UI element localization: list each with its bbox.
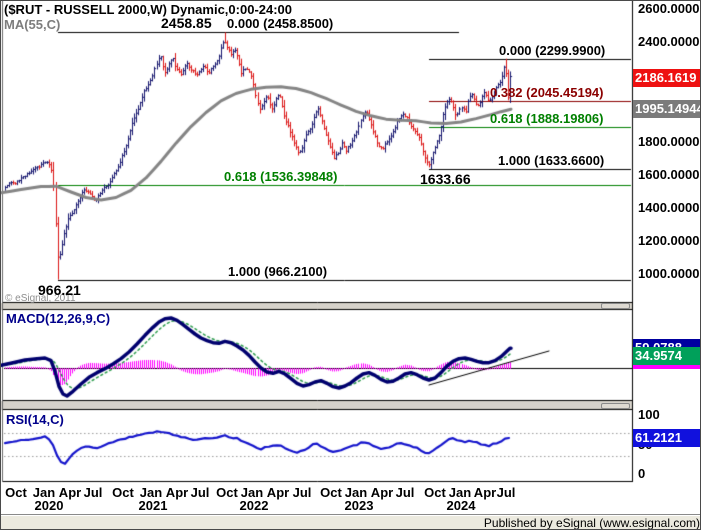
price-axis-tick: 1600.0000 (638, 166, 700, 182)
x-axis-quarter-label: Apr (165, 485, 189, 500)
x-axis-year-label: 2023 (344, 498, 374, 513)
x-axis-quarter-label: Jul (190, 485, 210, 500)
macd-study-label: MACD(12,26,9,C) (6, 311, 111, 326)
fib-level-label: 0.000 (2458.8500) (227, 16, 334, 32)
fib-anchor-price-label: 2458.85 (161, 15, 212, 32)
status-bar: Published by eSignal (www.esignal.com) (1, 514, 700, 530)
rsi-study-label: RSI(14,C) (6, 412, 64, 427)
price-axis-tick: 1200.0000 (638, 232, 700, 248)
x-axis-quarter-label: Jul (496, 485, 516, 500)
x-axis-quarter-label: Oct (112, 485, 134, 500)
price-axis-tick: 2400.0000 (638, 34, 700, 50)
x-axis-quarter-label: Jan (139, 485, 163, 500)
macd-avg-badge: 34.9574 (633, 347, 700, 366)
price-axis-tick: 2600.0000 (638, 1, 700, 16)
rsi-value-badge: 61.2121 (633, 428, 700, 447)
fib-anchor-price-label: 966.21 (38, 281, 81, 298)
fib-level-label: 0.618 (1536.39848) (224, 169, 338, 185)
price-axis-tick: 1400.0000 (638, 199, 700, 215)
fib-level-label: 1.000 (1633.6600) (498, 153, 605, 169)
fib-level-label: 1.000 (966.2100) (228, 263, 328, 279)
x-axis-quarter-label: Jan (448, 485, 472, 500)
x-axis-quarter-label: Jan (344, 485, 368, 500)
x-axis-quarter-label: Oct (5, 485, 27, 500)
esignal-watermark: © eSignal, 2011 (5, 293, 76, 304)
x-axis-quarter-label: Oct (216, 485, 238, 500)
x-axis-quarter-label: Jul (292, 485, 312, 500)
price-axis-tick: 1800.0000 (638, 133, 700, 149)
x-axis-quarter-label: Jul (395, 485, 415, 500)
rsi-axis-tick: 100 (638, 407, 660, 422)
x-axis-quarter-label: Apr (370, 485, 394, 500)
last-price-badge: 2186.1619 (633, 68, 700, 87)
x-axis-quarter-label: Jan (240, 485, 264, 500)
x-axis-quarter-label: Apr (473, 485, 497, 500)
x-axis-year-label: 2024 (446, 498, 476, 513)
x-axis-quarter-label: Apr (266, 485, 290, 500)
x-axis-year-label: 2022 (239, 498, 269, 513)
rsi-axis-tick: 0 (638, 466, 646, 481)
x-axis-year-label: 2020 (34, 498, 64, 513)
ma-value-badge: 1995.14944 (633, 100, 701, 119)
x-axis-year-label: 2021 (138, 498, 168, 513)
status-text: Published by eSignal (www.esignal.com) (483, 516, 700, 530)
fib-level-label: 0.000 (2299.9900) (499, 42, 606, 58)
x-axis-quarter-label: Jan (32, 485, 56, 500)
chart-title: ($RUT - RUSSELL 2000,W) Dynamic,0:00-24:… (4, 2, 293, 17)
x-axis-quarter-label: Oct (424, 485, 446, 500)
x-axis-quarter-label: Jul (83, 485, 103, 500)
fib-anchor-price-label: 1633.66 (420, 171, 471, 188)
x-axis-quarter-label: Oct (320, 485, 342, 500)
pane-splitter-grip[interactable] (601, 303, 630, 309)
fib-level-label: 0.618 (1888.19806) (490, 110, 604, 126)
pane-splitter-grip[interactable] (601, 403, 630, 409)
fib-level-label: 0.382 (2045.45194) (490, 84, 604, 100)
ma-study-label: MA(55,C) (4, 17, 61, 32)
x-axis-quarter-label: Apr (58, 485, 82, 500)
price-axis-tick: 1000.0000 (638, 266, 700, 281)
